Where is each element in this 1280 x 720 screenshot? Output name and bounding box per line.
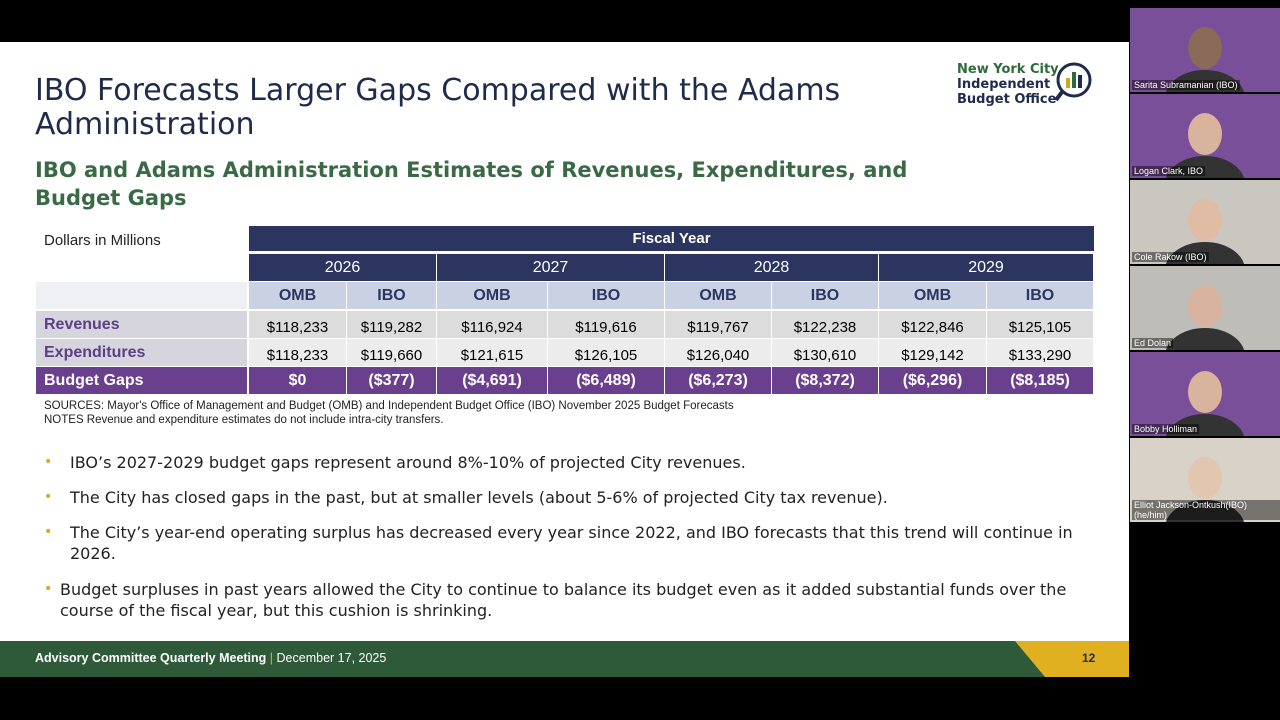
table-cell: $119,767 (665, 311, 771, 338)
table-cell: ($8,372) (772, 367, 878, 394)
logo-line: New York City (957, 62, 1059, 77)
table-cell: $119,282 (347, 311, 436, 338)
unit-label: Dollars in Millions (44, 231, 161, 249)
bullet-marker: • (44, 581, 53, 597)
row-label: Revenues (36, 311, 247, 338)
table-cell: $118,233 (249, 339, 346, 366)
bullet-text: The City has closed gaps in the past, bu… (70, 488, 888, 507)
meeting-name: Advisory Committee Quarterly Meeting (35, 651, 267, 665)
table-cell: $119,616 (548, 311, 664, 338)
table-cell: $122,846 (879, 311, 986, 338)
year-header: 2028 (665, 254, 878, 281)
participant-video (1165, 27, 1245, 92)
logo-line: Independent (957, 77, 1051, 92)
participant-video (1165, 371, 1245, 436)
source-header: IBO (987, 282, 1093, 309)
slide-title: IBO Forecasts Larger Gaps Compared with … (35, 73, 841, 142)
participant-tile: Cole Rakow (IBO) (1130, 180, 1280, 264)
separator: | (269, 651, 274, 665)
footer: Advisory Committee Quarterly Meeting | D… (0, 641, 1129, 677)
footer-text: Advisory Committee Quarterly Meeting | D… (35, 651, 386, 665)
year-header: 2029 (879, 254, 1093, 281)
footer-accent (1015, 641, 1129, 677)
participant-tile: Sarita Subramanian (IBO) (1130, 8, 1280, 92)
participant-video (1165, 113, 1245, 178)
source-header: IBO (772, 282, 878, 309)
source-header: OMB (249, 282, 346, 309)
meeting-date: December 17, 2025 (276, 651, 387, 665)
table-cell: $125,105 (987, 311, 1093, 338)
participant-name: Sarita Subramanian (IBO) (1132, 80, 1240, 90)
slide-subtitle: IBO and Adams Administration Estimates o… (35, 158, 908, 210)
participant-tile: Elliot Jackson-Ontkush(IBO)(he/him) (1130, 438, 1280, 522)
table-cell: $129,142 (879, 339, 986, 366)
participant-tile: Bobby Holliman (1130, 352, 1280, 436)
logo-line: Budget Office (957, 92, 1057, 107)
table-cell: $126,105 (548, 339, 664, 366)
participant-tile: Logan Clark, IBO (1130, 94, 1280, 178)
source-header: IBO (548, 282, 664, 309)
table-cell: $0 (249, 367, 346, 394)
participant-name: Bobby Holliman (1132, 424, 1200, 434)
sources-note: SOURCES: Mayor's Office of Management an… (44, 400, 734, 412)
participant-name: Ed Dolan (1132, 338, 1174, 348)
row-label: Expenditures (36, 339, 247, 366)
table-cell: ($377) (347, 367, 436, 394)
header-spacer (36, 282, 247, 309)
table-cell: $122,238 (772, 311, 878, 338)
row-label: Budget Gaps (36, 367, 247, 394)
notes: NOTES Revenue and expenditure estimates … (44, 414, 444, 426)
year-header: 2027 (437, 254, 664, 281)
logo-icon (1054, 62, 1092, 102)
participant-name: Cole Rakow (IBO) (1132, 252, 1209, 262)
table-cell: $121,615 (437, 339, 547, 366)
bullet-marker: • (44, 454, 53, 470)
table-cell: ($4,691) (437, 367, 547, 394)
table-cell: $116,924 (437, 311, 547, 338)
source-header: OMB (665, 282, 771, 309)
year-header: 2026 (249, 254, 436, 281)
participant-video (1165, 285, 1245, 350)
bullet-text: The City’s year-end operating surplus ha… (70, 523, 1073, 563)
source-header: IBO (347, 282, 436, 309)
table-cell: ($6,489) (548, 367, 664, 394)
group-header: Fiscal Year (249, 226, 1094, 253)
participant-tile: Ed Dolan (1130, 266, 1280, 350)
source-header: OMB (879, 282, 986, 309)
page-number: 12 (1082, 651, 1096, 665)
bullet-text: IBO’s 2027-2029 budget gaps represent ar… (70, 453, 746, 472)
participant-name: Logan Clark, IBO (1132, 166, 1206, 176)
table-cell: ($6,273) (665, 367, 771, 394)
table-cell: $133,290 (987, 339, 1093, 366)
bullet-text: Budget surpluses in past years allowed t… (60, 580, 1067, 620)
table-cell: $119,660 (347, 339, 436, 366)
participant-video (1165, 199, 1245, 264)
participant-video (1165, 457, 1245, 522)
table-cell: $126,040 (665, 339, 771, 366)
table-cell: ($8,185) (987, 367, 1093, 394)
logo: New York City Independent Budget Office (957, 62, 1059, 107)
slide: IBO Forecasts Larger Gaps Compared with … (0, 42, 1129, 677)
table-cell: $118,233 (249, 311, 346, 338)
source-header: OMB (437, 282, 547, 309)
bullet-marker: • (44, 489, 53, 505)
table-cell: $130,610 (772, 339, 878, 366)
bullet-marker: • (44, 524, 53, 540)
table-cell: ($6,296) (879, 367, 986, 394)
participant-name: Elliot Jackson-Ontkush(IBO)(he/him) (1132, 500, 1280, 520)
